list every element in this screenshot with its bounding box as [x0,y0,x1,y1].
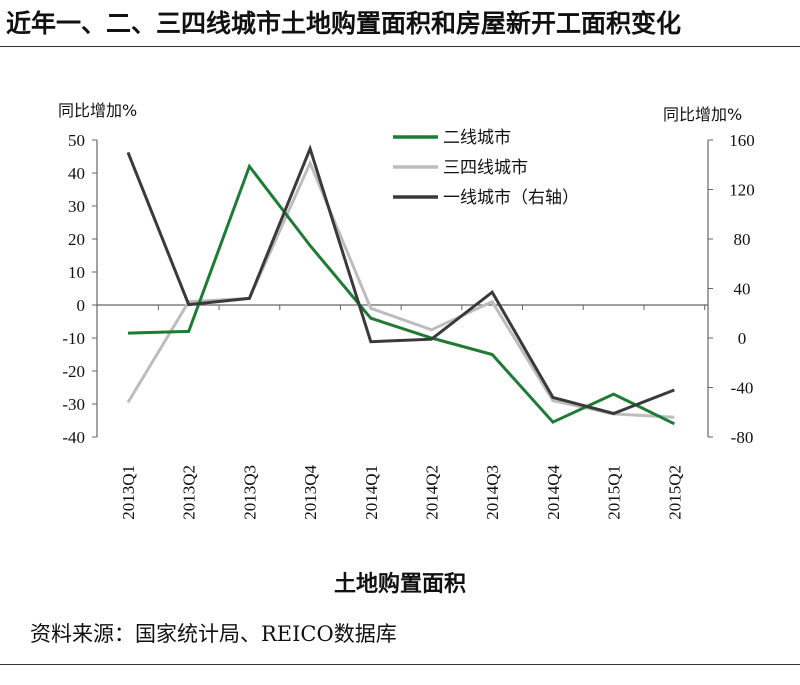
x-tick-label: 2013Q2 [180,465,199,520]
x-tick-label: 2013Q4 [301,465,320,520]
right-tick-label: 0 [738,329,747,348]
left-axis-title: 同比增加% [58,101,137,120]
left-tick-label: -10 [62,329,85,348]
right-tick-label: -40 [731,379,754,398]
right-tick-label: 120 [729,181,755,200]
x-tick-label: 2015Q2 [665,465,684,520]
left-tick-label: 10 [68,263,85,282]
left-tick-label: 40 [68,164,85,183]
chart-ticks: 50 40 30 20 10 0 -10 -20 -30 -40 160 120 80 40 0 -40 -80… [58,101,755,520]
chart-axes [96,140,709,437]
right-tick-label: 40 [734,280,751,299]
source-note: 资料来源：国家统计局、REICO数据库 [30,622,397,646]
left-tick-label: -20 [62,362,85,381]
legend-label: 二线城市 [443,128,511,148]
legend-label: 一线城市（右轴） [443,188,579,208]
page-title: 近年一、二、三四线城市土地购置面积和房屋新开工面积变化 [6,9,682,38]
left-tick-label: 30 [68,197,85,216]
legend-label: 三四线城市 [443,158,528,178]
top-divider [0,46,800,47]
bottom-divider [0,664,800,665]
x-tick-label: 2015Q1 [605,465,624,520]
chart-caption: 土地购置面积 [333,572,466,597]
right-tick-label: 160 [729,131,755,150]
x-tick-label: 2014Q2 [423,465,442,520]
x-tick-label: 2014Q1 [362,465,381,520]
right-axis-title: 同比增加% [663,105,742,124]
x-tick-label: 2014Q3 [483,465,502,520]
left-tick-label: 20 [68,230,85,249]
chart-series [126,144,675,426]
right-tick-label: 80 [734,230,751,249]
series-line-3 [126,144,675,416]
left-tick-label: 0 [77,296,86,315]
series-line-1 [127,163,675,426]
left-tick-label: 50 [68,131,85,150]
x-tick-label: 2013Q1 [119,465,138,520]
right-tick-label: -80 [731,428,754,447]
left-tick-label: -30 [62,395,85,414]
series-line-2 [126,159,675,419]
x-tick-label: 2014Q4 [544,465,563,520]
line-chart: 50 40 30 20 10 0 -10 -20 -30 -40 160 120 80 40 0 -40 -80… [58,101,755,520]
x-tick-label: 2013Q3 [240,465,259,520]
left-tick-label: -40 [62,428,85,447]
